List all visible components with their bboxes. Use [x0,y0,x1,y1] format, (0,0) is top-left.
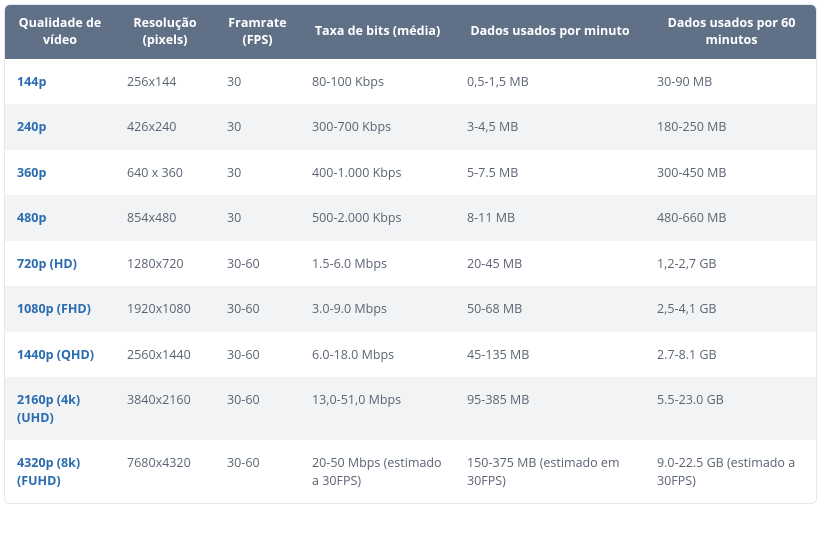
col-header-quality: Qualidade de vídeo [5,5,115,59]
cell-per-60min: 9.0-22.5 GB (estimado a 30FPS) [645,440,817,503]
table-row: 720p (HD)1280x72030-601.5-6.0 Mbps20-45 … [5,241,817,287]
cell-per-minute: 3-4,5 MB [455,104,645,150]
table-row: 144p256x1443080-100 Kbps0,5-1,5 MB30-90 … [5,59,817,105]
col-header-per-minute: Dados usados por minuto [455,5,645,59]
video-data-table: Qualidade de vídeo Resolução (pixels) Fr… [5,5,817,503]
table-row: 240p426x24030300-700 Kbps3-4,5 MB180-250… [5,104,817,150]
cell-per-60min: 30-90 MB [645,59,817,105]
cell-per-minute: 45-135 MB [455,332,645,378]
cell-quality: 4320p (8k) (FUHD) [5,440,115,503]
cell-quality: 720p (HD) [5,241,115,287]
cell-per-60min: 5.5-23.0 GB [645,377,817,440]
cell-bitrate: 1.5-6.0 Mbps [300,241,455,287]
cell-per-minute: 8-11 MB [455,195,645,241]
cell-quality: 2160p (4k) (UHD) [5,377,115,440]
cell-fps: 30-60 [215,241,300,287]
cell-quality: 480p [5,195,115,241]
cell-fps: 30 [215,59,300,105]
cell-resolution: 7680x4320 [115,440,215,503]
cell-resolution: 2560x1440 [115,332,215,378]
col-header-resolution: Resolução (pixels) [115,5,215,59]
cell-per-60min: 2,5-4,1 GB [645,286,817,332]
cell-resolution: 640 x 360 [115,150,215,196]
cell-bitrate: 500-2.000 Kbps [300,195,455,241]
cell-quality: 144p [5,59,115,105]
cell-quality: 1440p (QHD) [5,332,115,378]
cell-bitrate: 20-50 Mbps (estimado a 30FPS) [300,440,455,503]
col-header-per-60min: Dados usados por 60 minutos [645,5,817,59]
table-body: 144p256x1443080-100 Kbps0,5-1,5 MB30-90 … [5,59,817,504]
cell-per-minute: 95-385 MB [455,377,645,440]
cell-fps: 30 [215,104,300,150]
cell-resolution: 3840x2160 [115,377,215,440]
table-row: 360p640 x 36030400-1.000 Kbps5-7.5 MB300… [5,150,817,196]
cell-resolution: 1280x720 [115,241,215,287]
cell-fps: 30-60 [215,332,300,378]
cell-per-60min: 300-450 MB [645,150,817,196]
table-row: 480p854x48030500-2.000 Kbps8-11 MB480-66… [5,195,817,241]
cell-fps: 30-60 [215,286,300,332]
cell-per-60min: 180-250 MB [645,104,817,150]
cell-quality: 1080p (FHD) [5,286,115,332]
table-row: 2160p (4k) (UHD)3840x216030-6013,0-51,0 … [5,377,817,440]
cell-bitrate: 80-100 Kbps [300,59,455,105]
table-row: 1080p (FHD)1920x108030-603.0-9.0 Mbps50-… [5,286,817,332]
cell-resolution: 1920x1080 [115,286,215,332]
cell-per-minute: 50-68 MB [455,286,645,332]
cell-per-60min: 2.7-8.1 GB [645,332,817,378]
cell-per-minute: 5-7.5 MB [455,150,645,196]
cell-resolution: 854x480 [115,195,215,241]
cell-bitrate: 13,0-51,0 Mbps [300,377,455,440]
cell-per-60min: 480-660 MB [645,195,817,241]
cell-bitrate: 6.0-18.0 Mbps [300,332,455,378]
cell-per-minute: 150-375 MB (estimado em 30FPS) [455,440,645,503]
cell-quality: 360p [5,150,115,196]
cell-fps: 30-60 [215,440,300,503]
cell-bitrate: 300-700 Kbps [300,104,455,150]
cell-fps: 30 [215,195,300,241]
cell-resolution: 256x144 [115,59,215,105]
cell-per-minute: 20-45 MB [455,241,645,287]
cell-fps: 30 [215,150,300,196]
cell-bitrate: 400-1.000 Kbps [300,150,455,196]
cell-resolution: 426x240 [115,104,215,150]
table-header: Qualidade de vídeo Resolução (pixels) Fr… [5,5,817,59]
col-header-fps: Framrate (FPS) [215,5,300,59]
cell-bitrate: 3.0-9.0 Mbps [300,286,455,332]
video-data-table-container: Qualidade de vídeo Resolução (pixels) Fr… [4,4,817,504]
table-row: 4320p (8k) (FUHD)7680x432030-6020-50 Mbp… [5,440,817,503]
cell-quality: 240p [5,104,115,150]
cell-per-minute: 0,5-1,5 MB [455,59,645,105]
col-header-bitrate: Taxa de bits (média) [300,5,455,59]
table-row: 1440p (QHD)2560x144030-606.0-18.0 Mbps45… [5,332,817,378]
cell-per-60min: 1,2-2,7 GB [645,241,817,287]
cell-fps: 30-60 [215,377,300,440]
